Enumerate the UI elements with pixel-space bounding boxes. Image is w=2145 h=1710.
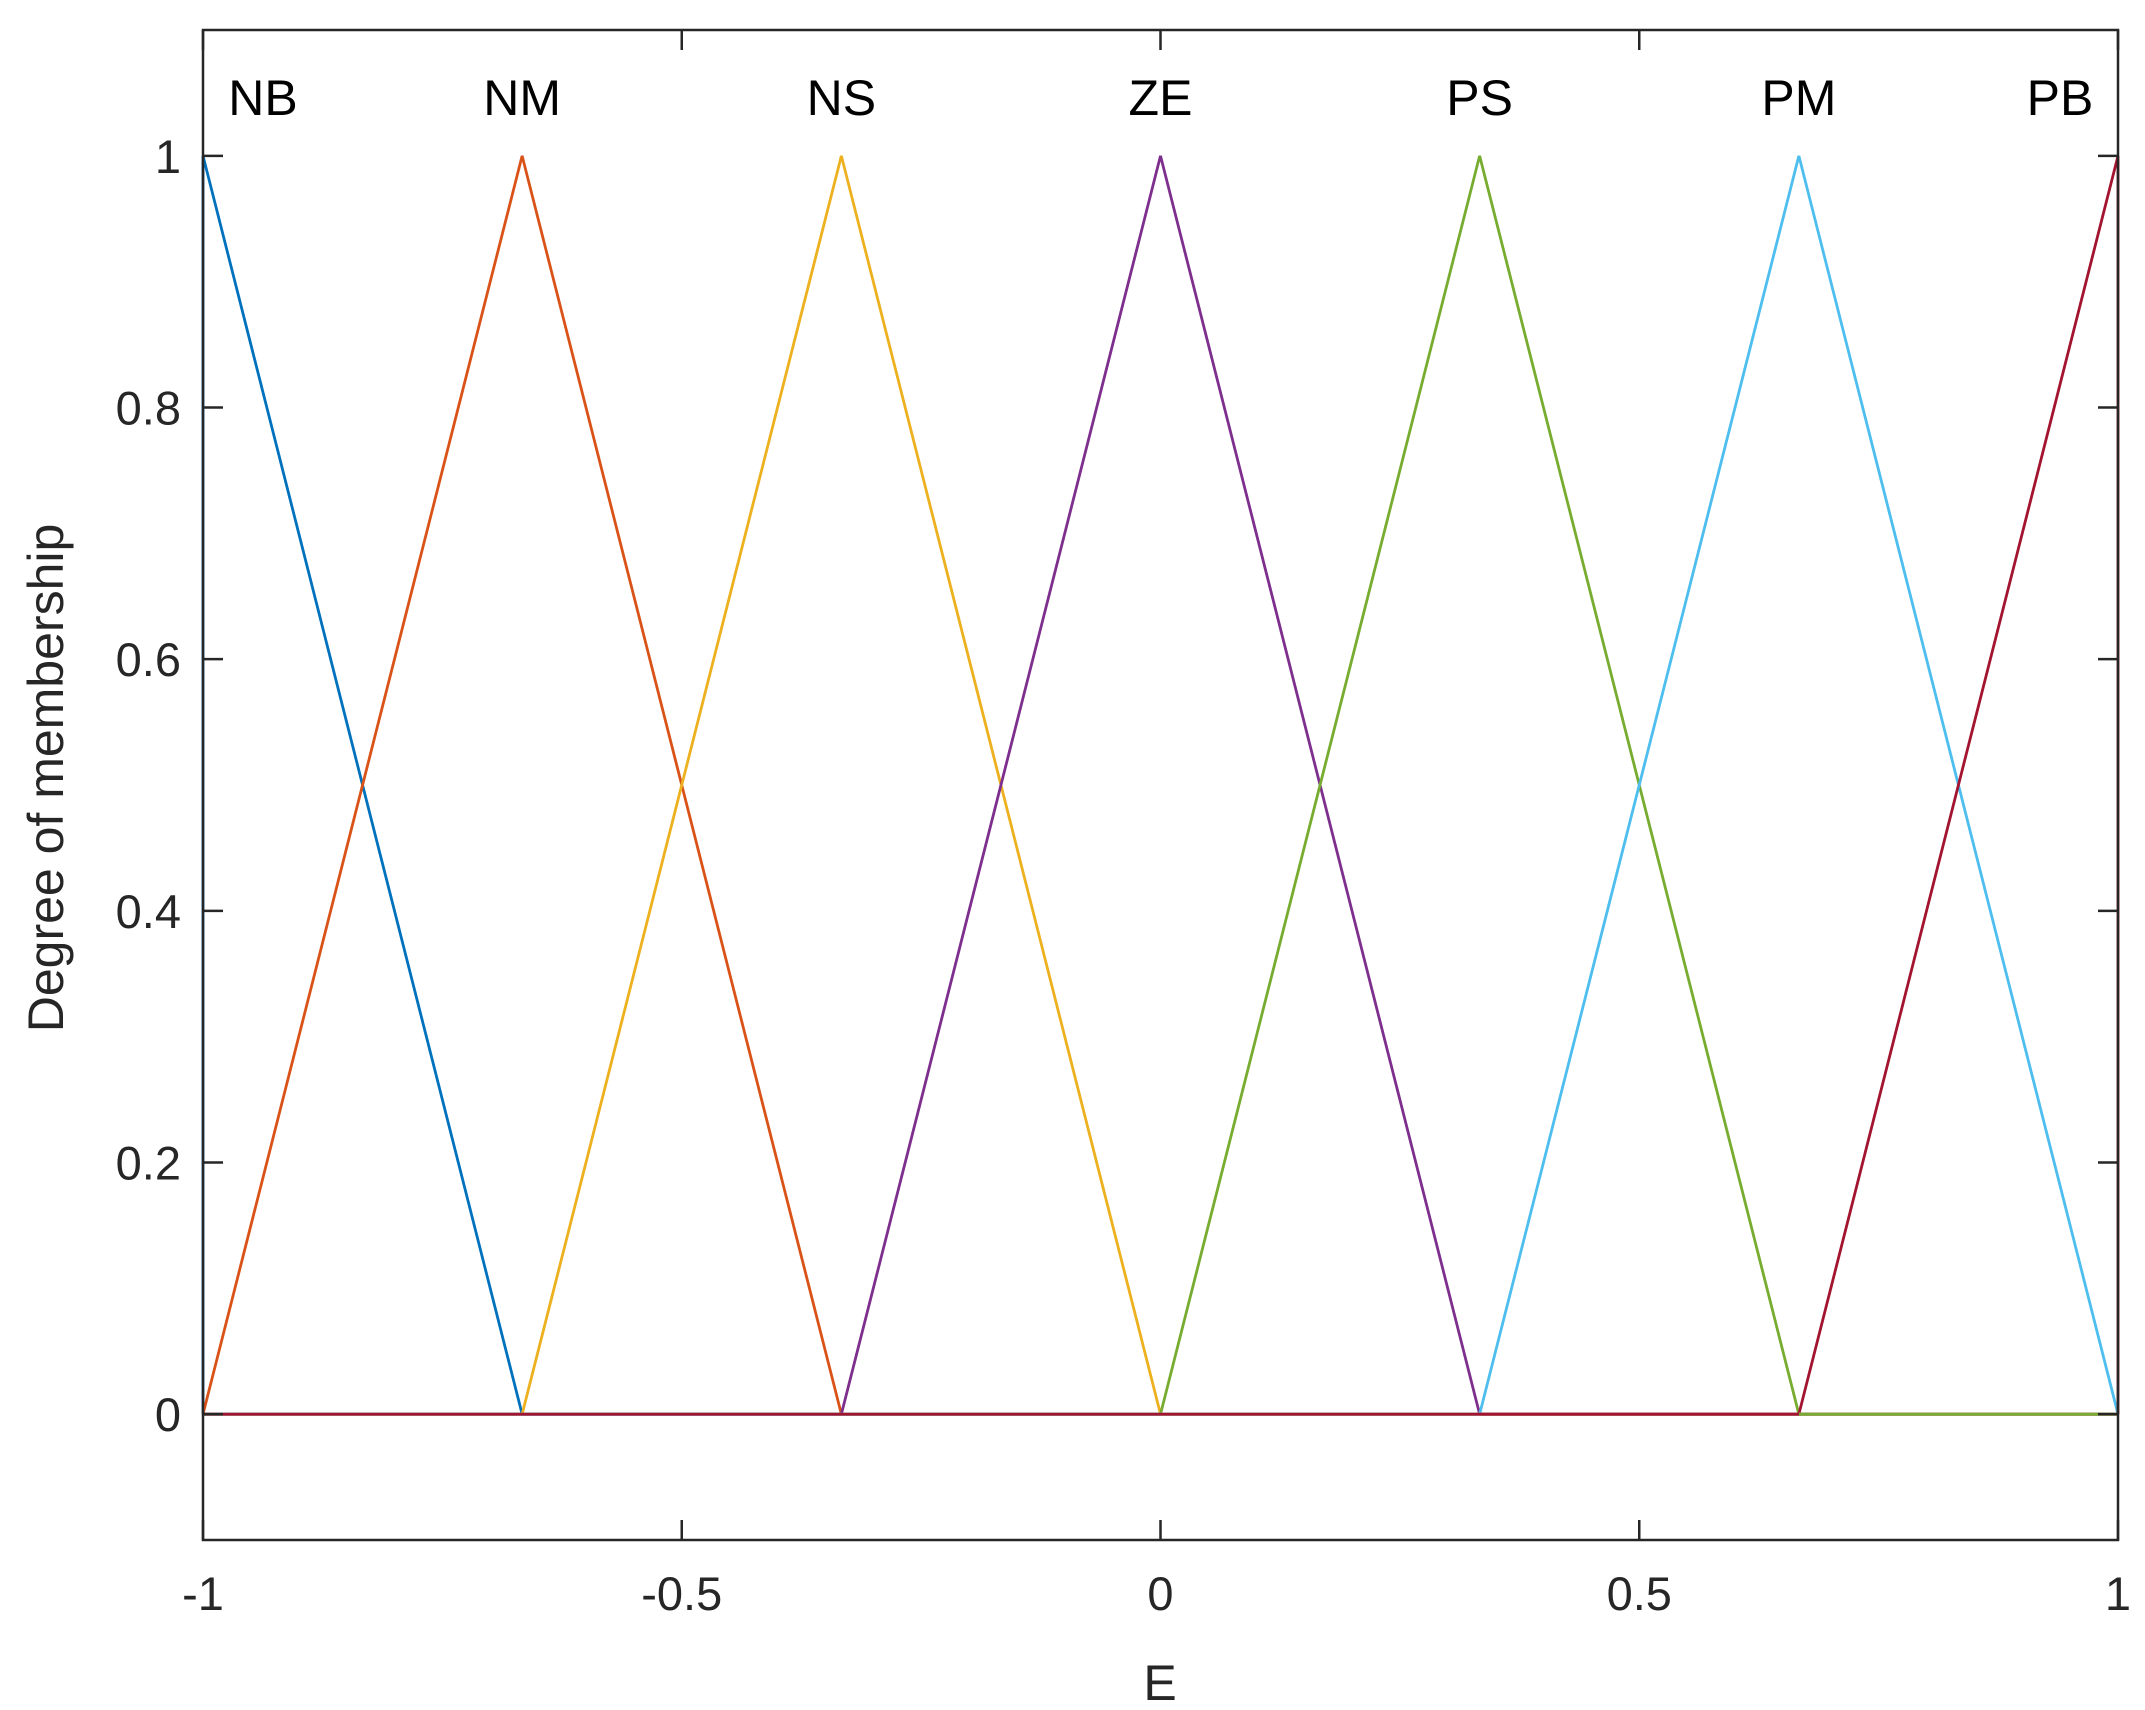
membership-label-nm: NM [483,70,561,126]
series-line-ze [840,155,1481,1415]
y-tick-label: 0.6 [116,633,181,686]
axes-box [201,28,2120,1542]
membership-label-nb: NB [228,70,297,126]
y-tick-label: 0.4 [116,885,181,938]
y-tick-label: 0 [155,1388,181,1441]
x-tick-label: 0.5 [1607,1567,1672,1620]
series-layer [201,155,2120,1416]
y-tick-label: 0.2 [116,1137,181,1190]
membership-label-ze: ZE [1129,70,1193,126]
membership-label-pb: PB [2027,70,2094,126]
series-line-ns [520,155,1162,1415]
series-line-pm [1478,155,2120,1415]
membership-label-pm: PM [1761,70,1836,126]
y-tick-label: 0.8 [116,382,181,435]
x-axis-title: E [1143,1655,1176,1710]
y-tick-label: 1 [155,130,181,183]
y-axis-title: Degree of membership [18,524,74,1033]
x-tick-label: 0 [1147,1567,1173,1620]
series-line-ps [1159,155,1801,1415]
axes-layer: -1 -0.5 0 0.5 1 0 0.2 0.4 0.6 0.8 1 [116,28,2131,1620]
membership-label-ps: PS [1446,70,1513,126]
membership-label-ns: NS [807,70,876,126]
x-tick-label: 1 [2105,1567,2131,1620]
x-tick-label: -0.5 [641,1567,722,1620]
membership-label-layer: NB NM NS ZE PS PM PB [228,70,2093,126]
x-tick-label: -1 [182,1567,224,1620]
series-line-nm [201,155,843,1415]
